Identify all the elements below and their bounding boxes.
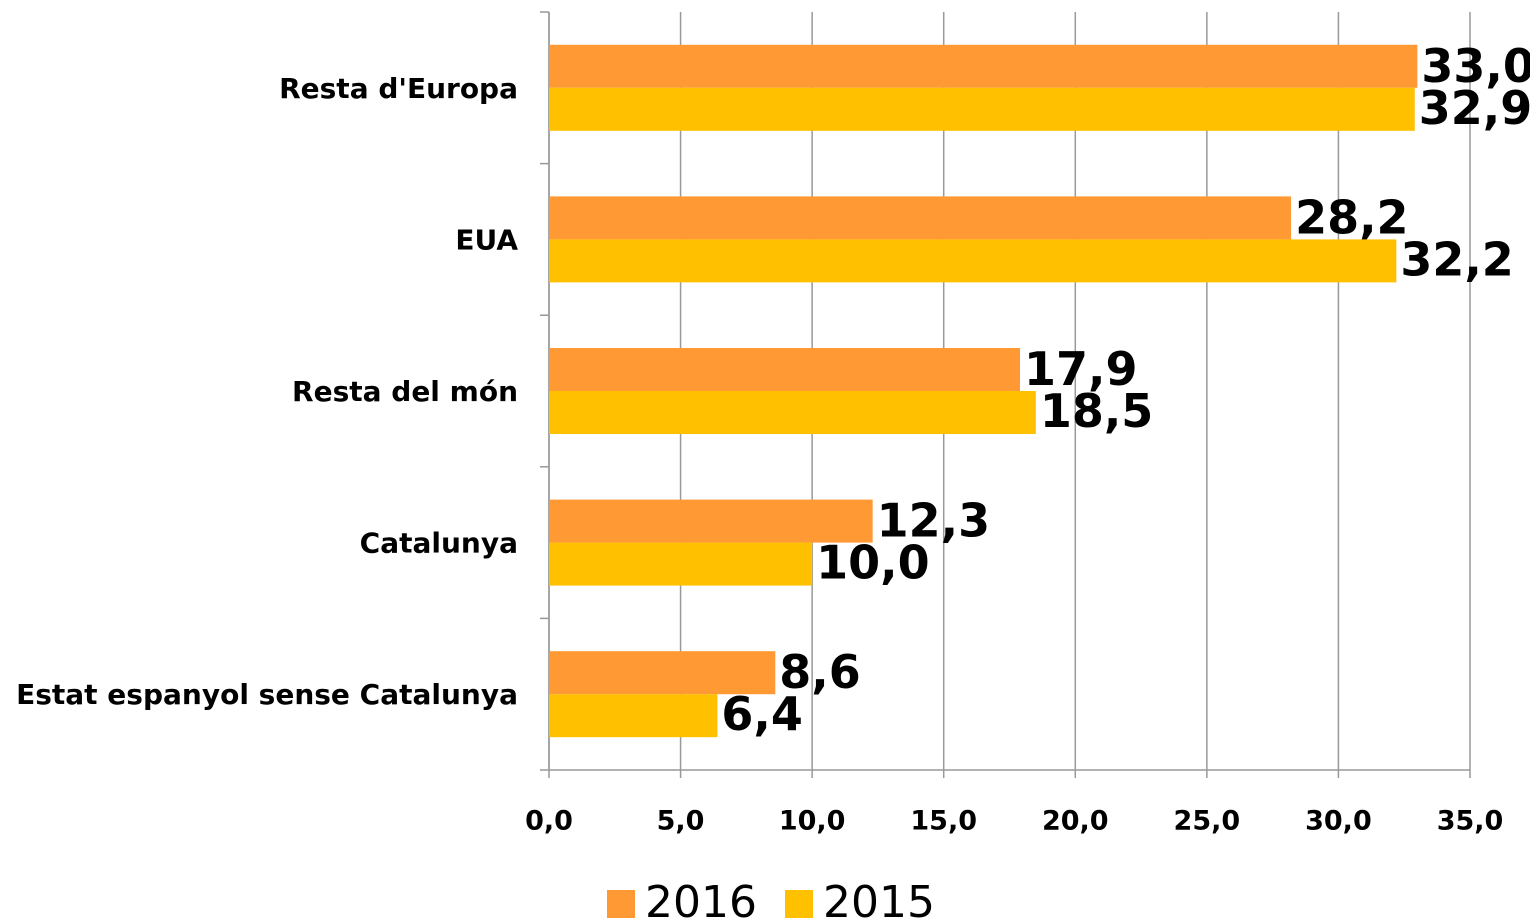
value-label: 12,3: [877, 494, 991, 548]
x-tick-label: 5,0: [657, 806, 705, 837]
bar: [549, 87, 1415, 131]
y-tick-label: Resta del món: [292, 375, 518, 408]
legend-label: 2015: [823, 877, 935, 924]
legend-label: 2016: [645, 877, 757, 924]
y-tick-label: Catalunya: [360, 527, 518, 560]
y-tick-label: Estat espanyol sense Catalunya: [16, 678, 518, 711]
bar: [549, 694, 718, 738]
bar: [549, 196, 1292, 240]
x-tick-label: 20,0: [1042, 806, 1109, 837]
legend-swatch: [607, 890, 635, 918]
x-tick-label: 30,0: [1305, 806, 1372, 837]
bar: [549, 239, 1397, 283]
value-label: 28,2: [1295, 190, 1409, 244]
value-label: 32,2: [1400, 232, 1514, 286]
y-tick-label: Resta d'Europa: [279, 72, 518, 105]
legend-swatch: [785, 890, 813, 918]
value-label: 32,9: [1419, 81, 1530, 135]
bar: [549, 651, 776, 695]
x-tick-label: 35,0: [1437, 806, 1504, 837]
x-tick-label: 25,0: [1174, 806, 1241, 837]
x-tick-label: 0,0: [525, 806, 573, 837]
value-label: 6,4: [721, 687, 803, 741]
value-label: 10,0: [816, 536, 930, 590]
value-label: 33,0: [1421, 39, 1530, 93]
bar: [549, 542, 813, 586]
x-tick-label: 10,0: [779, 806, 846, 837]
value-label: 8,6: [779, 645, 861, 699]
y-tick-label: EUA: [455, 223, 518, 256]
bar: [549, 44, 1418, 88]
x-tick-label: 15,0: [910, 806, 977, 837]
bar: [549, 348, 1021, 391]
bar: [549, 391, 1036, 434]
bar: [549, 499, 873, 543]
value-label: 18,5: [1040, 384, 1154, 438]
value-label: 17,9: [1024, 342, 1138, 396]
